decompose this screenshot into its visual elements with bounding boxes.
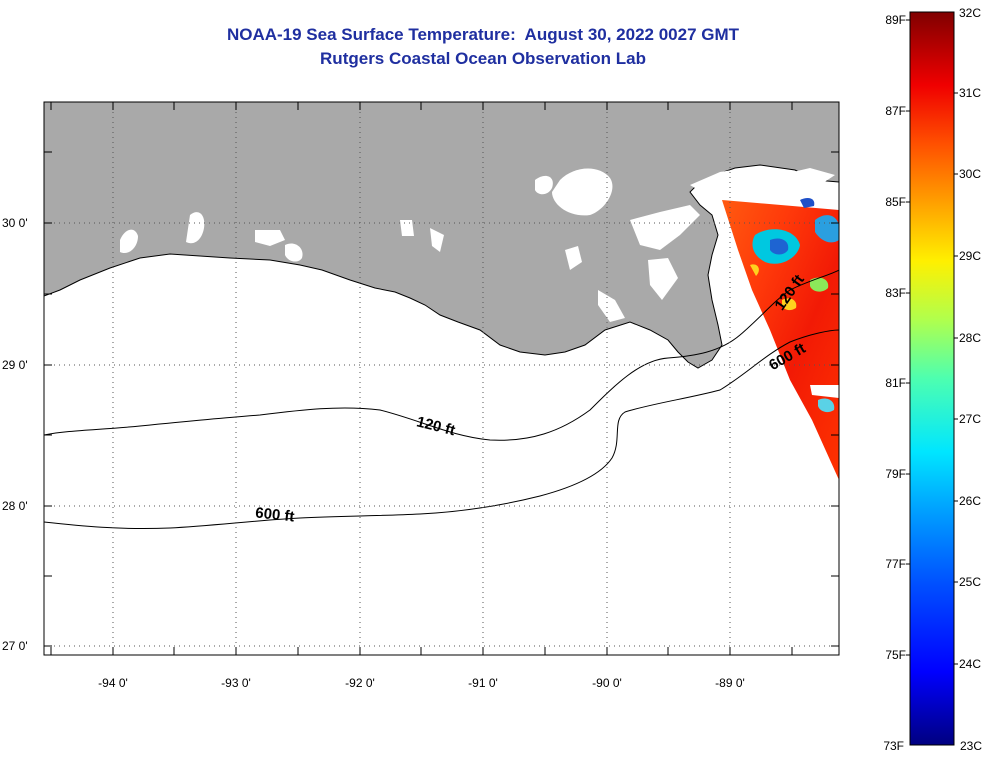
axis-ticks <box>44 102 839 655</box>
c-label-24: 24C <box>959 657 981 671</box>
f-label-77: 77F <box>885 557 906 571</box>
contour-label-600ft-west: 600 ft <box>255 504 296 525</box>
c-label-30: 30C <box>959 167 981 181</box>
map-frame <box>43 101 840 656</box>
c-label-26: 26C <box>959 494 981 508</box>
c-label-32: 32C <box>959 6 981 20</box>
lat-label-28: 28 0' <box>2 499 28 513</box>
colorbar-gradient <box>909 11 955 746</box>
lat-label-27: 27 0' <box>2 639 28 653</box>
sst-map: 120 ft 120 ft 600 ft 600 ft 30 0' 29 0' … <box>2 101 840 690</box>
f-label-75: 75F <box>885 648 906 662</box>
c-label-28: 28C <box>959 331 981 345</box>
cool-water-patches <box>750 198 839 413</box>
lat-label-29: 29 0' <box>2 358 28 372</box>
f-label-83: 83F <box>885 286 906 300</box>
lon-label-91: -91 0' <box>468 676 498 690</box>
f-label-73: 73F <box>883 739 904 753</box>
c-label-31: 31C <box>959 86 981 100</box>
inland-water <box>120 168 835 322</box>
f-label-79: 79F <box>885 467 906 481</box>
lon-label-90: -90 0' <box>592 676 622 690</box>
c-label-25: 25C <box>959 575 981 589</box>
colorbar-ticks <box>906 19 958 665</box>
f-label-89: 89F <box>885 13 906 27</box>
f-label-87: 87F <box>885 104 906 118</box>
sst-swath <box>722 200 839 480</box>
lon-label-89: -89 0' <box>715 676 745 690</box>
map-subtitle: Rutgers Coastal Ocean Observation Lab <box>320 49 646 68</box>
lat-lon-grid <box>44 102 839 655</box>
lon-label-94: -94 0' <box>98 676 128 690</box>
c-label-23: 23C <box>960 739 982 753</box>
lat-label-30: 30 0' <box>2 216 28 230</box>
lon-label-92: -92 0' <box>345 676 375 690</box>
f-label-81: 81F <box>885 376 906 390</box>
contour-600ft <box>44 329 839 530</box>
f-label-85: 85F <box>885 195 906 209</box>
contour-120ft <box>44 269 839 441</box>
c-label-27: 27C <box>959 412 981 426</box>
map-title: NOAA-19 Sea Surface Temperature: August … <box>226 25 740 44</box>
c-label-29: 29C <box>959 249 981 263</box>
lon-label-93: -93 0' <box>221 676 251 690</box>
temperature-colorbar: 89F 87F 85F 83F 81F 79F 77F 75F 73F 32C … <box>883 6 982 753</box>
